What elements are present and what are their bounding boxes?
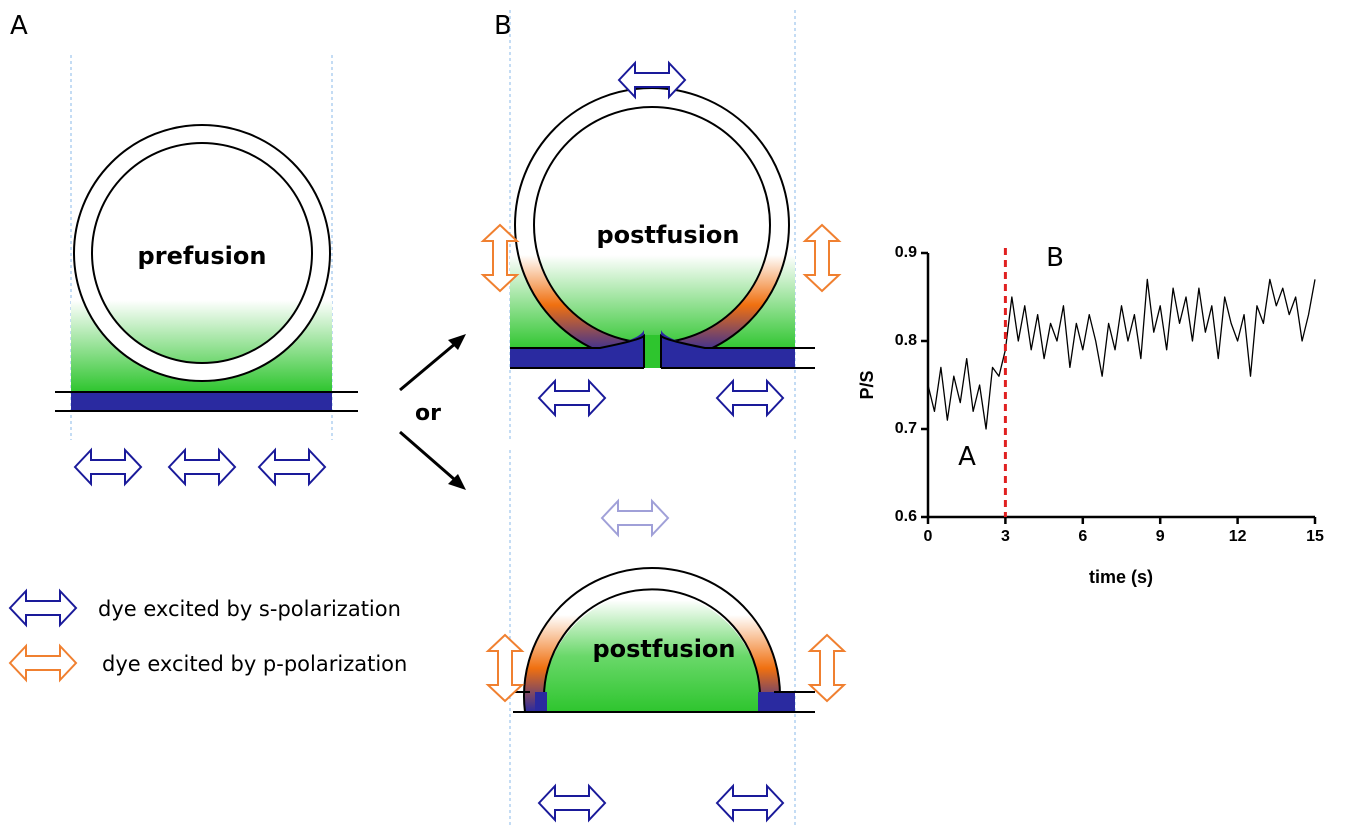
- y-tick-label: 0.8: [895, 332, 917, 349]
- x-tick-label: 15: [1306, 528, 1324, 545]
- pore-diagram: postfusion: [483, 10, 839, 440]
- p-arrow: [488, 635, 522, 701]
- legend-text: dye excited by s-polarization: [98, 597, 401, 621]
- or-label: or: [415, 401, 441, 426]
- y-tick-label: 0.7: [895, 420, 917, 437]
- vesicle-label: postfusion: [592, 635, 735, 663]
- s-arrow-faint: [602, 501, 668, 535]
- p-arrow: [810, 635, 844, 701]
- page: A B prefusion or postfusion postfusion d…: [0, 0, 1350, 827]
- s-arrow: [539, 786, 605, 820]
- x-axis-label: time (s): [1089, 567, 1153, 587]
- s-arrow: [169, 450, 235, 484]
- vesicle-label: prefusion: [138, 242, 267, 270]
- prefusion-diagram: prefusion: [55, 55, 358, 484]
- arrow: [400, 338, 462, 390]
- fusion-pore: [644, 335, 661, 368]
- annotation: B: [1046, 243, 1064, 273]
- p-arrow: [805, 225, 839, 291]
- y-tick-label: 0.6: [895, 508, 917, 525]
- x-tick-label: 6: [1078, 528, 1087, 545]
- chart: P/S time (s) 0.6 0.7 0.8 0.9 0 3 6 9 12 15 A B: [857, 243, 1324, 587]
- x-tick-label: 3: [1001, 528, 1010, 545]
- legend-text: dye excited by p-polarization: [102, 652, 407, 676]
- x-tick-label: 12: [1229, 528, 1247, 545]
- membrane-dye: [71, 392, 332, 411]
- s-arrow: [717, 786, 783, 820]
- membrane-dye: [535, 692, 547, 712]
- x-tick-label: 9: [1156, 528, 1165, 545]
- full-fusion-diagram: postfusion: [488, 450, 844, 827]
- y-tick-label: 0.9: [895, 244, 917, 261]
- s-arrow: [717, 381, 783, 415]
- y-axis-label: P/S: [857, 370, 877, 399]
- s-arrow: [259, 450, 325, 484]
- or-arrows: or: [400, 334, 466, 490]
- panel-label: B: [494, 11, 512, 41]
- x-tick-label: 0: [924, 528, 933, 545]
- vesicle-label: postfusion: [596, 221, 739, 249]
- annotation: A: [958, 442, 976, 472]
- figure: A B prefusion or postfusion postfusion d…: [0, 0, 1350, 827]
- evanescent-field: [544, 592, 760, 808]
- s-arrow: [75, 450, 141, 484]
- legend-arrow: [10, 646, 76, 680]
- s-arrow: [539, 381, 605, 415]
- arrow: [400, 432, 462, 486]
- data-line: [928, 279, 1315, 429]
- legend-arrow: [10, 591, 76, 625]
- membrane-dye: [758, 692, 795, 712]
- panel-label: A: [10, 11, 28, 41]
- legend: dye excited by s-polarization dye excited…: [10, 591, 407, 680]
